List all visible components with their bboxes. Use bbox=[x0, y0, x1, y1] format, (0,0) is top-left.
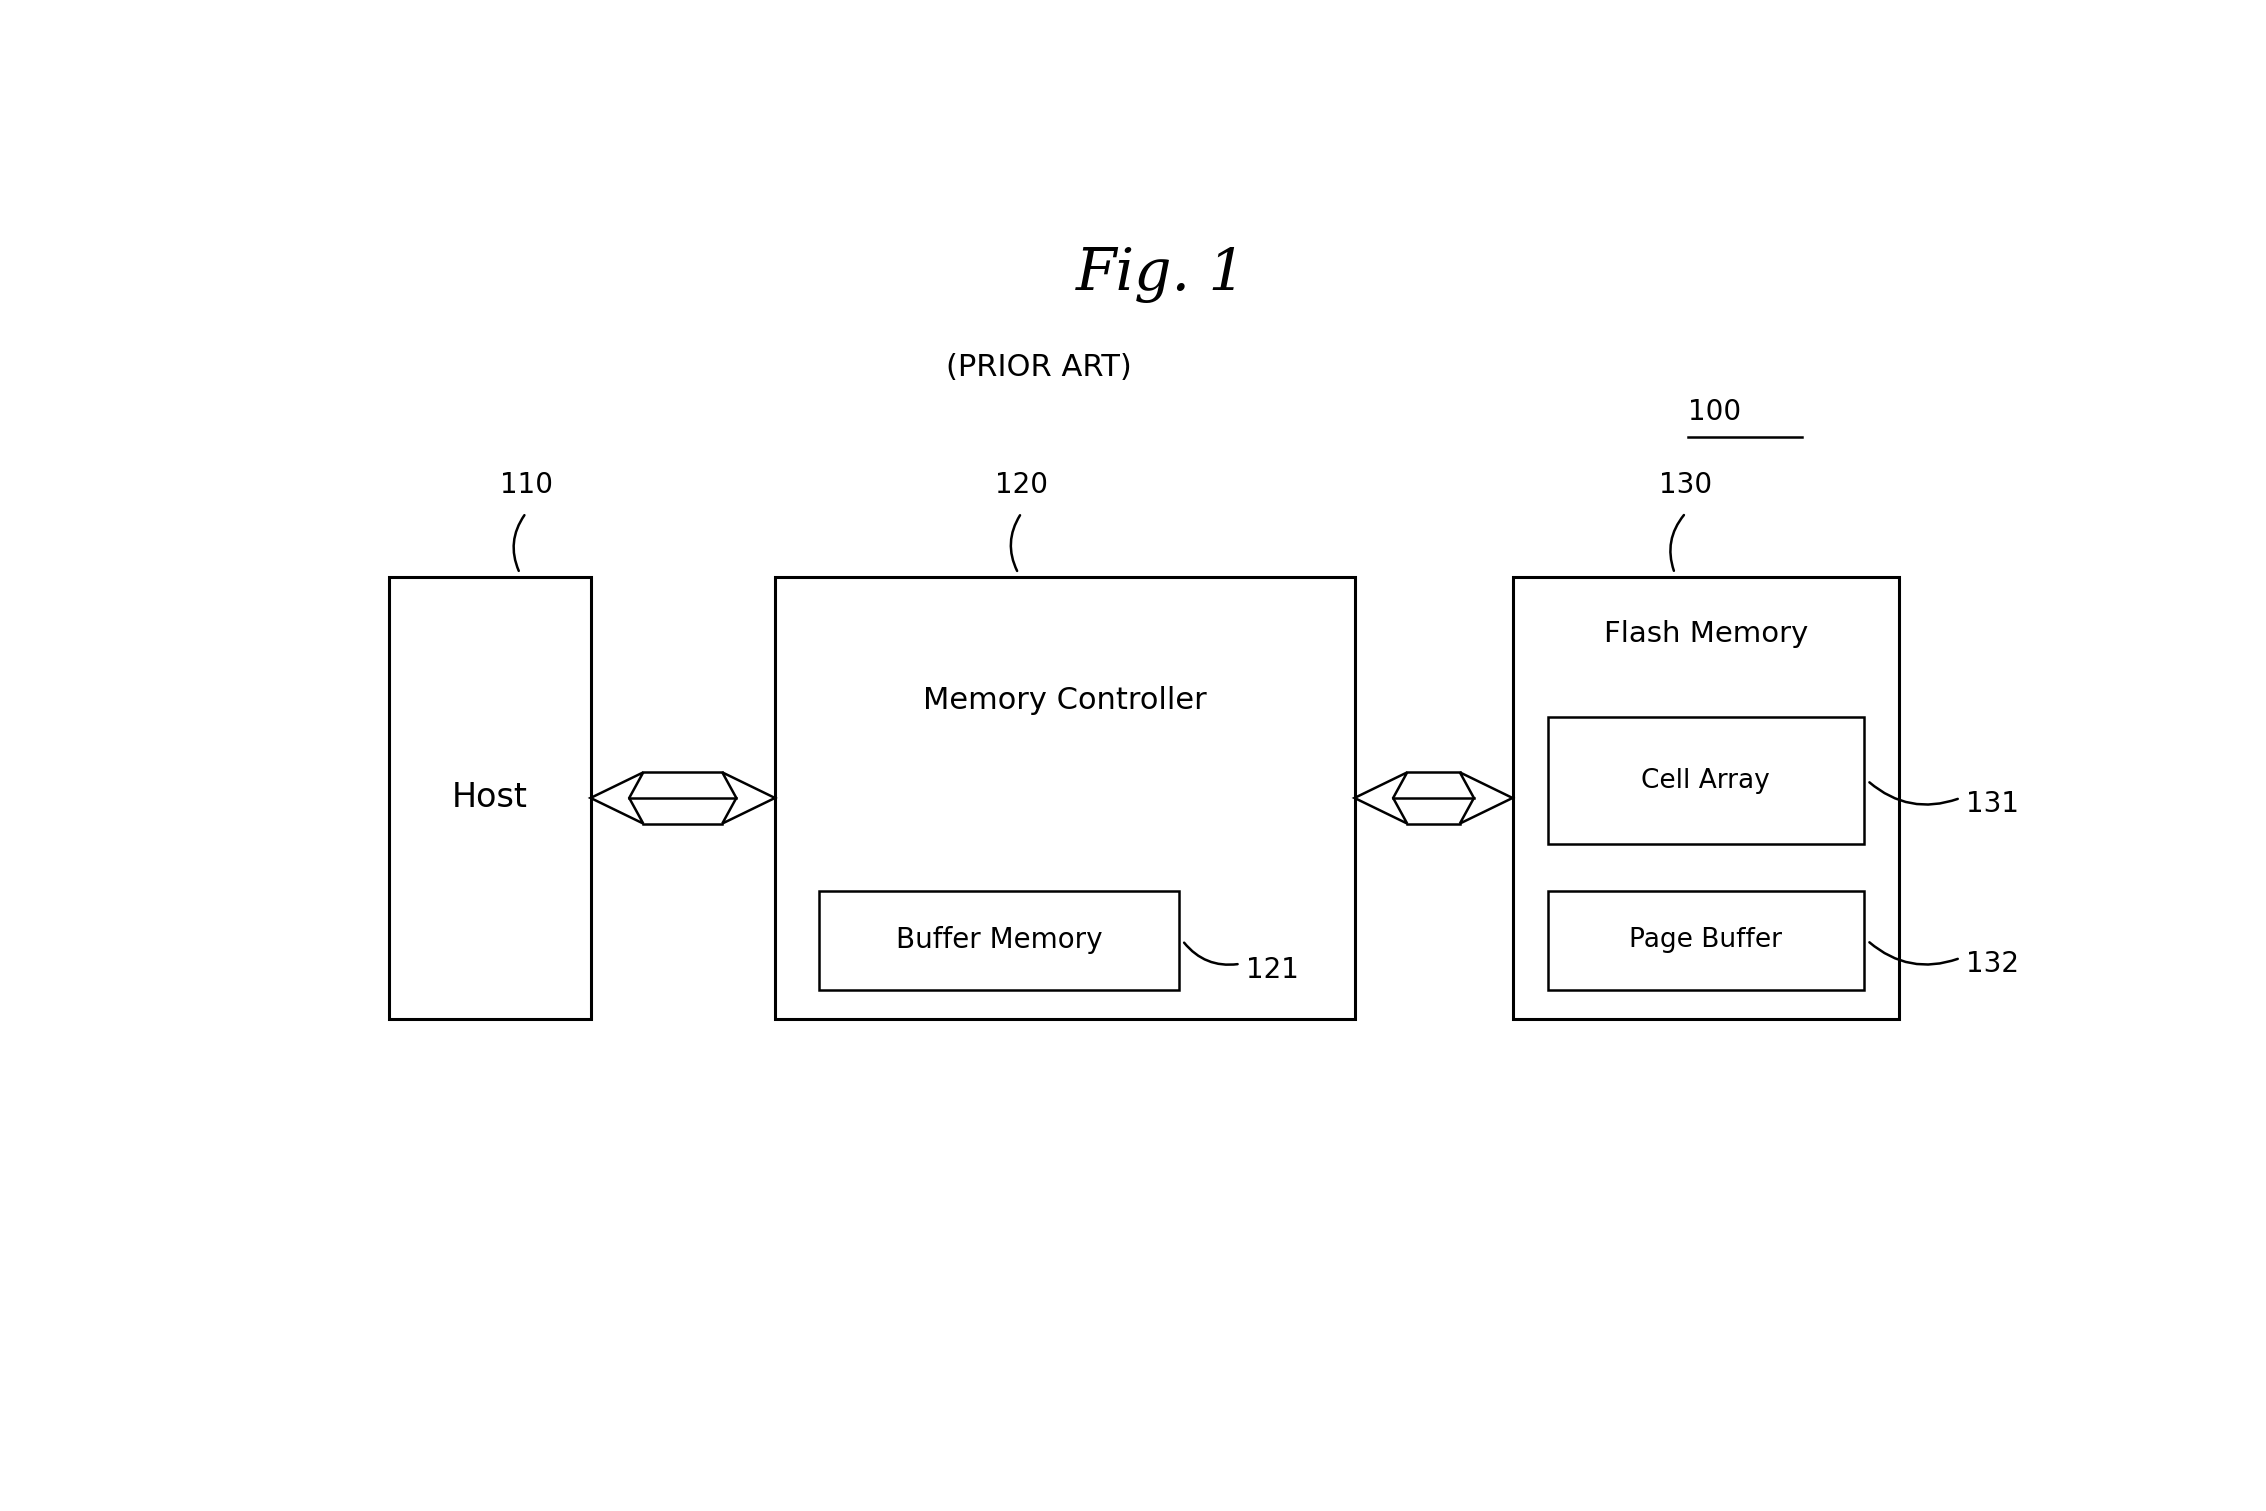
Text: 131: 131 bbox=[1965, 790, 2019, 817]
Text: Fig. 1: Fig. 1 bbox=[1076, 246, 1246, 302]
Text: 121: 121 bbox=[1246, 955, 1298, 984]
Text: Page Buffer: Page Buffer bbox=[1629, 928, 1783, 953]
Text: 130: 130 bbox=[1659, 471, 1713, 499]
Bar bbox=[390, 577, 591, 1018]
Polygon shape bbox=[723, 772, 775, 823]
Text: 132: 132 bbox=[1965, 950, 2019, 978]
Text: 110: 110 bbox=[499, 471, 553, 499]
Bar bbox=[818, 891, 1178, 990]
Text: Cell Array: Cell Array bbox=[1641, 768, 1770, 793]
Polygon shape bbox=[1355, 772, 1407, 823]
Text: 100: 100 bbox=[1688, 397, 1740, 426]
Text: Buffer Memory: Buffer Memory bbox=[895, 926, 1101, 955]
Text: (PRIOR ART): (PRIOR ART) bbox=[945, 354, 1131, 382]
Bar bbox=[1514, 577, 1899, 1018]
Bar bbox=[775, 577, 1355, 1018]
Text: 120: 120 bbox=[995, 471, 1049, 499]
Polygon shape bbox=[591, 772, 644, 823]
Text: Flash Memory: Flash Memory bbox=[1604, 621, 1808, 648]
Text: Memory Controller: Memory Controller bbox=[922, 686, 1206, 715]
Polygon shape bbox=[1459, 772, 1514, 823]
Text: Host: Host bbox=[451, 781, 528, 814]
Bar bbox=[1548, 891, 1865, 990]
Bar bbox=[1548, 716, 1865, 845]
